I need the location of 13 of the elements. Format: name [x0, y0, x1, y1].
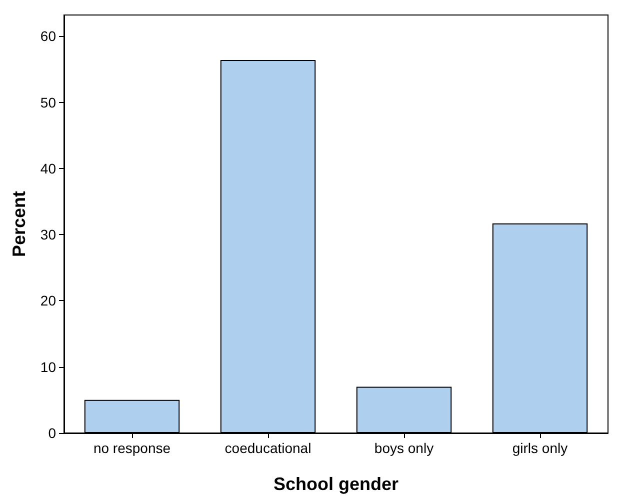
y-tick-label: 30 [40, 226, 56, 243]
y-tick-label: 60 [40, 28, 56, 44]
y-axis-title: Percent [9, 190, 29, 258]
y-tick-label: 20 [40, 292, 56, 309]
y-tick-label: 50 [40, 94, 56, 110]
y-tick-label: 40 [40, 160, 56, 176]
x-tick-label: girls only [512, 440, 568, 456]
x-tick-label: boys only [374, 440, 434, 456]
x-tick-label: coeducational [224, 440, 312, 456]
y-tick-label: 10 [40, 358, 56, 375]
y-tick-label: 0 [48, 425, 56, 441]
x-axis-title: School gender [273, 474, 399, 494]
x-tick-label: no response [93, 440, 171, 456]
